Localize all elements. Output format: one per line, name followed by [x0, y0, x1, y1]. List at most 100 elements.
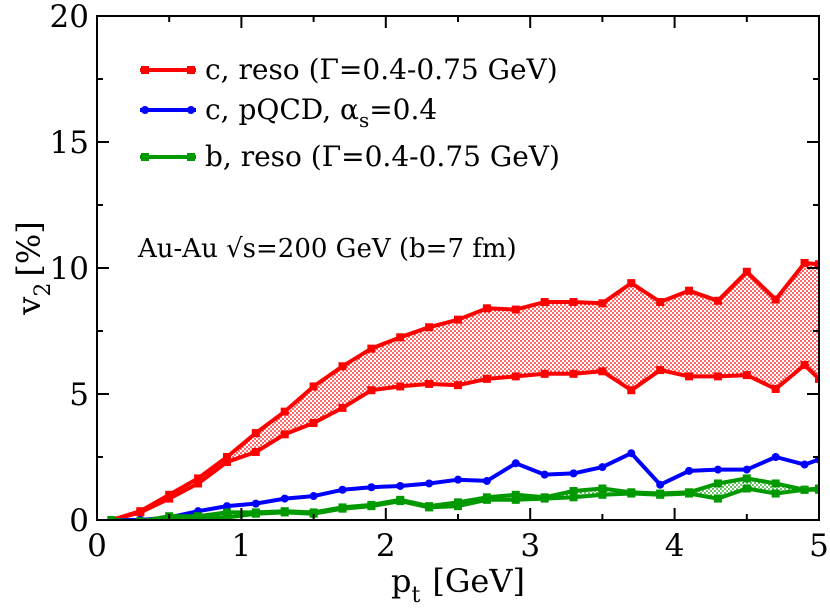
marker-red-lower-15 — [540, 369, 549, 378]
marker-red-upper-15 — [540, 298, 549, 307]
marker-blue-pt-11 — [425, 479, 434, 488]
band-red — [111, 263, 819, 520]
legend-label-blue-sub: s — [359, 108, 369, 132]
marker-blue-pt-5 — [251, 499, 260, 508]
y-axis-label-main: v — [10, 297, 48, 316]
marker-blue-pt-15 — [540, 470, 549, 479]
legend-label-blue-tail: =0.4 — [369, 93, 437, 126]
marker-green-lower-18 — [627, 489, 636, 498]
marker-red-lower-7 — [309, 418, 318, 427]
legend-entry-green: b, reso (Γ=0.4-0.75 GeV) — [140, 140, 560, 173]
marker-red-lower-6 — [280, 430, 289, 439]
marker-blue-pt-12 — [454, 475, 462, 484]
y-axis-label-unit: [%] — [10, 221, 48, 276]
legend-marker-green-1 — [141, 153, 149, 161]
marker-red-upper-9 — [367, 344, 376, 353]
y-tick-label-15: 15 — [50, 125, 89, 161]
marker-green-lower-3 — [194, 513, 203, 520]
marker-red-upper-21 — [713, 296, 722, 305]
marker-blue-pt-4 — [222, 502, 231, 511]
marker-red-lower-9 — [367, 386, 376, 395]
x-axis-label-unit: [GeV] — [432, 562, 525, 600]
marker-red-upper-5 — [251, 429, 260, 438]
marker-red-upper-25 — [815, 260, 819, 269]
marker-green-lower-4 — [222, 513, 231, 520]
x-tick-label-1: 1 — [232, 528, 252, 564]
marker-green-lower-16 — [569, 493, 578, 502]
marker-green-lower-5 — [251, 509, 260, 518]
marker-green-lower-6 — [280, 508, 289, 517]
legend-label-blue-main: c, pQCD, α — [205, 93, 359, 126]
y-tick-label-20: 20 — [50, 0, 89, 35]
legend-marker-blue-1 — [141, 106, 149, 114]
x-axis-label-main: p — [391, 562, 411, 600]
marker-green-lower-13 — [482, 495, 491, 504]
marker-red-lower-11 — [425, 379, 434, 388]
marker-red-upper-18 — [627, 279, 636, 288]
marker-green-lower-25 — [815, 485, 819, 494]
marker-red-lower-23 — [771, 384, 780, 393]
marker-green-lower-21 — [713, 494, 722, 503]
plot-frame — [96, 15, 820, 521]
line-blue — [111, 451, 819, 520]
marker-red-lower-3 — [194, 479, 203, 488]
band-green — [111, 478, 819, 520]
axis-ticks: 0 1 2 3 4 5 0 5 10 15 20 — [50, 0, 829, 564]
marker-red-upper-19 — [656, 298, 665, 307]
marker-green-lower-9 — [367, 502, 376, 511]
marker-green-lower-8 — [338, 504, 347, 513]
legend-entry-red: c, reso (Γ=0.4-0.75 GeV) — [140, 53, 558, 86]
series-lines — [110, 261, 819, 520]
marker-blue-pt-18 — [627, 449, 636, 458]
legend: c, reso (Γ=0.4-0.75 GeV) c, pQCD, αs=0.4… — [140, 53, 560, 173]
x-tick-label-4: 4 — [665, 528, 685, 564]
marker-red-lower-25 — [815, 374, 819, 383]
marker-red-upper-17 — [598, 299, 607, 308]
marker-green-lower-22 — [742, 484, 751, 493]
marker-red-upper-11 — [425, 323, 434, 332]
marker-red-upper-13 — [482, 304, 491, 313]
legend-label-green: b, reso (Γ=0.4-0.75 GeV) — [205, 140, 560, 173]
y-tick-label-5: 5 — [69, 377, 89, 413]
marker-green-lower-11 — [425, 503, 434, 512]
marker-green-lower-10 — [396, 497, 405, 506]
x-tick-label-0: 0 — [87, 528, 107, 564]
x-axis-label: pt [GeV] — [391, 562, 525, 608]
line-red-lower — [110, 363, 819, 520]
svg-text:v2[%]: v2 [%] — [10, 221, 56, 315]
marker-red-lower-20 — [685, 372, 694, 381]
marker-green-upper-16 — [569, 487, 578, 496]
marker-red-lower-12 — [454, 381, 462, 390]
marker-blue-pt-7 — [309, 492, 318, 501]
marker-red-lower-8 — [338, 403, 347, 412]
legend-marker-red-2 — [187, 66, 195, 74]
marker-red-upper-16 — [569, 298, 578, 307]
legend-marker-red-1 — [141, 66, 149, 74]
x-tick-label-5: 5 — [809, 528, 829, 564]
marker-red-lower-1 — [136, 508, 145, 517]
marker-red-upper-10 — [396, 333, 405, 342]
marker-red-lower-5 — [251, 447, 260, 456]
marker-blue-pt-17 — [598, 463, 607, 472]
marker-red-lower-17 — [598, 367, 607, 376]
marker-green-upper-21 — [713, 479, 722, 488]
marker-red-upper-24 — [800, 258, 809, 267]
y-axis-label: v2 [%] — [10, 221, 56, 315]
legend-label-blue: c, pQCD, αs=0.4 — [205, 93, 437, 132]
marker-blue-pt-22 — [742, 465, 751, 474]
marker-green-lower-17 — [598, 490, 607, 499]
uncertainty-bands — [111, 263, 819, 520]
marker-red-lower-24 — [800, 361, 809, 370]
marker-green-lower-14 — [511, 495, 520, 504]
marker-green-upper-1 — [136, 517, 145, 520]
legend-entry-blue: c, pQCD, αs=0.4 — [140, 93, 437, 132]
marker-red-upper-23 — [771, 295, 780, 304]
marker-red-lower-13 — [482, 374, 491, 383]
marker-blue-pt-21 — [713, 465, 722, 474]
x-tick-label-2: 2 — [376, 528, 396, 564]
x-tick-label-3: 3 — [520, 528, 540, 564]
marker-green-lower-20 — [685, 489, 694, 498]
marker-red-lower-14 — [511, 372, 520, 381]
marker-green-lower-23 — [771, 489, 780, 498]
